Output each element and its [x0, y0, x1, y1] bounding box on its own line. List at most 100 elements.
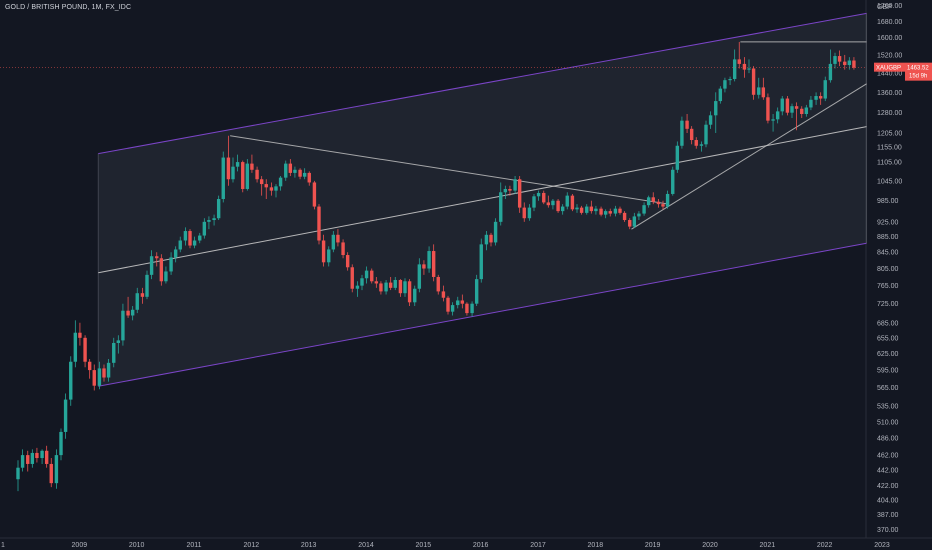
candle-body	[747, 68, 751, 70]
candle-up	[149, 250, 154, 280]
candle-up	[665, 190, 670, 209]
candle-down	[379, 281, 383, 295]
candle-down	[589, 200, 594, 214]
candle-body	[651, 197, 655, 202]
price-tick-label: 1360.00	[877, 90, 902, 97]
time-tick-label: 2021	[760, 542, 776, 549]
candle-up	[493, 218, 498, 246]
candle-down	[656, 199, 661, 208]
candle-down	[317, 204, 321, 245]
candle-up	[560, 204, 565, 215]
candle-body	[97, 368, 102, 386]
channel-midline	[98, 126, 867, 274]
candle-body	[149, 256, 154, 275]
candle-down	[689, 126, 694, 145]
last-price-marker: XAUGBP 1463.52 15d 9h	[0, 62, 932, 81]
candle-body	[202, 221, 207, 236]
parallel-channel[interactable]	[97, 12, 868, 387]
candle-body	[192, 240, 197, 246]
candle-body	[522, 207, 526, 219]
candle-down	[785, 96, 790, 116]
candle-down	[837, 50, 842, 67]
drawing-lines[interactable]	[230, 41, 867, 230]
candle-body	[742, 63, 747, 70]
candle-down	[374, 276, 379, 288]
price-tick-label: 1520.00	[877, 52, 902, 59]
candle-body	[345, 255, 350, 268]
candle-up	[503, 185, 508, 200]
candle-up	[97, 361, 102, 390]
candle-body	[508, 188, 512, 191]
candle-body	[30, 452, 35, 464]
candle-down	[579, 205, 584, 215]
candle-up	[775, 107, 780, 124]
candle-body	[699, 144, 704, 146]
candle-up	[718, 86, 723, 104]
candle-up	[642, 202, 646, 216]
candle-body	[417, 264, 422, 289]
candle-body	[413, 288, 417, 303]
time-axis[interactable]: 1 2009 2010 2011 2012 2013 2014 2015 2016 2017 201…	[1, 542, 890, 549]
candle-down	[522, 202, 526, 222]
candle-body	[388, 282, 393, 288]
candle-down	[35, 447, 39, 463]
candle-body	[732, 59, 737, 79]
candle-up	[646, 195, 651, 208]
candle-up	[532, 193, 536, 212]
price-tick-label: 1155.00	[877, 145, 902, 152]
candle-up	[680, 116, 684, 149]
candle-body	[293, 169, 297, 173]
candle-body	[728, 78, 732, 81]
candle-body	[393, 279, 397, 288]
candle-down	[49, 458, 53, 488]
candle-down	[556, 199, 560, 213]
candle-down	[350, 264, 354, 293]
candle-body	[489, 234, 493, 243]
candle-up	[603, 209, 608, 219]
candle-body	[589, 206, 594, 212]
candle-body	[689, 128, 694, 141]
candle-up	[73, 320, 78, 368]
candle-body	[837, 56, 842, 62]
candle-body	[513, 179, 517, 191]
candle-body	[661, 204, 665, 207]
candle-body	[159, 258, 164, 282]
candle-down	[159, 254, 164, 286]
candle-body	[407, 281, 412, 303]
candle-up	[274, 184, 278, 198]
candle-up	[360, 274, 364, 291]
candle-up	[173, 246, 178, 263]
candle-body	[278, 177, 283, 187]
candle-down	[269, 182, 274, 196]
candle-body	[327, 249, 331, 263]
candle-down	[370, 268, 374, 284]
candle-down	[818, 92, 823, 105]
candle-body	[694, 140, 698, 146]
candle-body	[474, 279, 479, 304]
candle-up	[632, 212, 637, 229]
candle-body	[723, 80, 727, 89]
candle-body	[126, 310, 130, 316]
trend-line-1	[230, 135, 669, 205]
candle-up	[427, 246, 431, 273]
time-tick-label: 1	[1, 542, 5, 549]
candle-down	[517, 176, 522, 213]
candle-body	[274, 186, 278, 191]
candle-down	[508, 185, 512, 196]
candle-up	[499, 182, 503, 226]
candle-down	[794, 102, 799, 131]
last-price-label: 1463.52	[907, 66, 929, 72]
candle-up	[790, 103, 794, 118]
candle-body	[312, 182, 317, 207]
candle-body	[241, 162, 245, 189]
candle-body	[92, 370, 96, 386]
candle-up	[413, 285, 417, 307]
candle-down	[737, 41, 741, 69]
candle-up	[121, 303, 125, 346]
candle-up	[54, 449, 59, 489]
candle-body	[427, 251, 431, 269]
candle-body	[87, 361, 92, 371]
candle-up	[403, 278, 407, 297]
